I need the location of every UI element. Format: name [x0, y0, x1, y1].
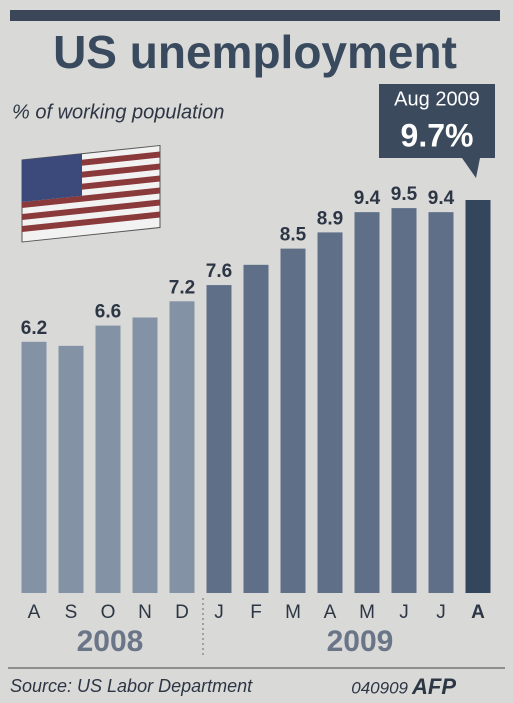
code: 040909 [351, 678, 408, 697]
x-tick-label: M [359, 602, 375, 623]
bar [243, 264, 269, 593]
value-label: 7.6 [206, 261, 232, 282]
bar [21, 341, 47, 593]
x-tick-label: S [65, 602, 78, 623]
value-label: 9.4 [428, 188, 455, 209]
top-rule [10, 10, 500, 21]
bar [132, 317, 158, 593]
x-tick-label: O [101, 602, 116, 623]
x-tick-label: A [471, 602, 485, 623]
source: Source: US Labor Department [10, 676, 253, 696]
chart-title: US unemployment [53, 26, 457, 78]
flag [21, 144, 161, 243]
subtitle: % of working population [12, 101, 224, 123]
year-label: 2009 [327, 625, 394, 658]
value-label: 9.5 [391, 184, 418, 205]
bar [391, 208, 417, 593]
value-label: 8.9 [317, 208, 343, 229]
value-label: 6.2 [21, 318, 47, 339]
value-label: 6.6 [95, 302, 121, 323]
year-label: 2008 [77, 625, 144, 658]
logo: AFP [411, 674, 456, 699]
value-label: 9.4 [354, 188, 381, 209]
bar [428, 212, 454, 593]
x-tick-label: J [399, 602, 409, 623]
x-tick-label: M [285, 602, 301, 623]
callout-value: 9.7% [401, 117, 474, 153]
bar [465, 200, 491, 593]
bar [58, 345, 84, 593]
x-tick-label: D [175, 602, 189, 623]
x-tick-label: N [138, 602, 152, 623]
x-tick-label: F [250, 602, 262, 623]
bar [280, 248, 306, 593]
callout-box: Aug 2009 [379, 84, 495, 178]
callout-label: Aug 2009 [394, 88, 480, 110]
bar [95, 325, 121, 593]
bar [317, 232, 343, 594]
x-tick-label: A [324, 602, 337, 623]
x-tick-label: J [436, 602, 446, 623]
bar [206, 285, 232, 593]
x-tick-label: A [28, 602, 41, 623]
bar [169, 301, 195, 593]
value-label: 8.5 [280, 225, 307, 246]
bar [354, 212, 380, 593]
x-tick-label: J [214, 602, 224, 623]
value-label: 7.2 [169, 277, 195, 298]
